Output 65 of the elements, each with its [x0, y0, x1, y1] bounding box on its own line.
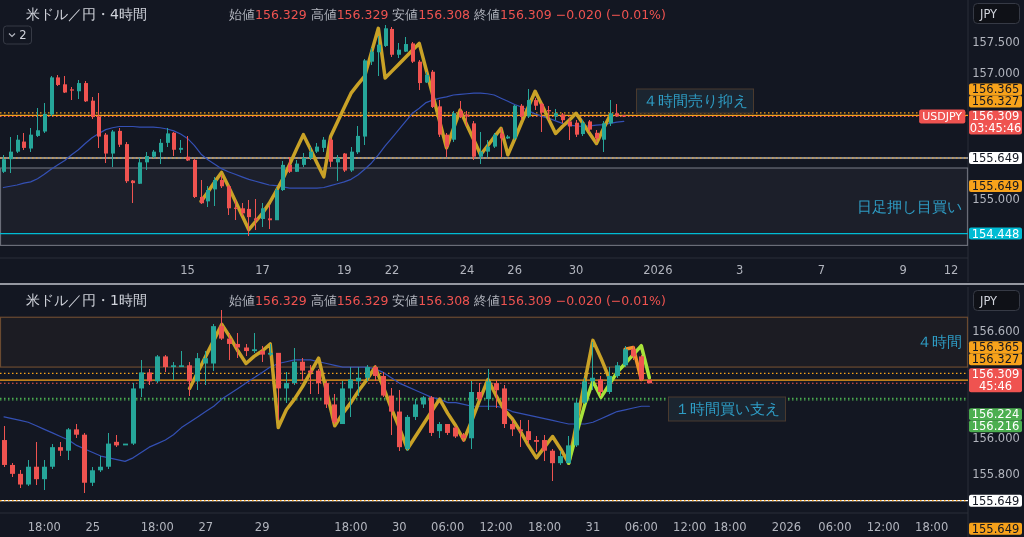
y-tick-label: 156.000: [972, 431, 1020, 446]
band: 日足押し目買い: [0, 167, 969, 246]
band: ４時間: [0, 316, 969, 368]
annotation: 2: [19, 28, 27, 42]
price-tag: 156.309 03:45:46: [969, 109, 1022, 136]
x-tick-label: 19: [336, 263, 352, 277]
x-tick-label: 2026: [771, 520, 802, 534]
y-tick-label: 155.000: [972, 191, 1020, 206]
text: 始値156.329 高値156.329 安値156.308 終値156.309 −0.020 (−0.01%): [229, 292, 666, 308]
x-tick-label: 9: [899, 263, 907, 277]
x-tick-label: 25: [85, 520, 101, 534]
x-tick-label: 22: [384, 263, 400, 277]
x-tick-label: 18:00: [27, 520, 61, 534]
chart-title: 米ドル／円・1時間: [26, 292, 147, 308]
x-tick-label: 18:00: [140, 520, 174, 534]
price-tag: 156.365: [969, 82, 1022, 97]
x-tick-label: 06:00: [431, 520, 465, 534]
y-axis-title: JPY: [979, 293, 999, 308]
note: ４時間売り抑え: [636, 88, 754, 114]
price-tag: 155.649: [969, 151, 1022, 165]
x-tick-label: 18:00: [915, 520, 949, 534]
x-tick-label: 18:00: [713, 520, 747, 534]
price-tag: 156.365: [969, 340, 1022, 355]
x-tick-label: 17: [255, 263, 270, 277]
x-tick-label: 30: [391, 520, 407, 534]
price-tag: 156.216: [969, 419, 1022, 434]
y-tick-label: 157.000: [972, 66, 1020, 80]
x-tick-label: 06:00: [818, 520, 852, 534]
x-tick-label: 7: [817, 263, 826, 277]
x-tick-label: 24: [459, 263, 475, 277]
y-axis-title: JPY: [979, 6, 999, 21]
band-label: ４時間: [917, 333, 962, 352]
chart-title: 米ドル／円・4時間: [26, 6, 147, 22]
x-tick-label: 27: [198, 520, 214, 534]
price-tag: 156.327: [969, 94, 1022, 109]
x-tick-label: 18:00: [527, 520, 562, 534]
y-tick-label: 155.800: [972, 466, 1020, 481]
ylabel: JPY: [973, 290, 1020, 311]
x-tick-label: 15: [180, 263, 195, 277]
x-tick-label: 12: [943, 263, 959, 277]
y-tick-label: 156.600: [972, 324, 1020, 339]
x-tick-label: 3: [735, 263, 744, 277]
x-tick-label: 12:00: [673, 520, 707, 534]
annotation: ４時間売り抑え: [642, 92, 748, 110]
price-tag: 155.649: [969, 179, 1022, 193]
x-tick-label: 12:00: [479, 520, 513, 534]
price-tag: 156.309 45:46: [969, 367, 1022, 394]
note: USDJPY: [919, 109, 966, 124]
note: 2: [3, 25, 32, 45]
ylabel: JPY: [973, 3, 1020, 24]
x-tick-label: 12:00: [866, 520, 900, 534]
y-tick-label: 157.500: [972, 34, 1020, 49]
note: １時間買い支え: [668, 396, 786, 422]
price-tag: 156.224: [969, 407, 1022, 422]
band-label: 日足押し目買い: [857, 197, 962, 216]
x-tick-label: 06:00: [624, 520, 658, 534]
x-tick-label: 18:00: [334, 520, 368, 534]
x-tick-label: 2026: [643, 263, 673, 277]
text: 始値156.329 高値156.329 安値156.308 終値156.309 −0.020 (−0.01%): [229, 6, 666, 22]
annotation: １時間買い支え: [674, 400, 780, 418]
x-tick-label: 31: [585, 520, 601, 534]
price-tag: 156.327: [969, 352, 1022, 367]
x-tick-label: 29: [254, 520, 270, 534]
x-tick-label: 26: [507, 263, 522, 277]
x-tick-label: 30: [568, 263, 584, 277]
